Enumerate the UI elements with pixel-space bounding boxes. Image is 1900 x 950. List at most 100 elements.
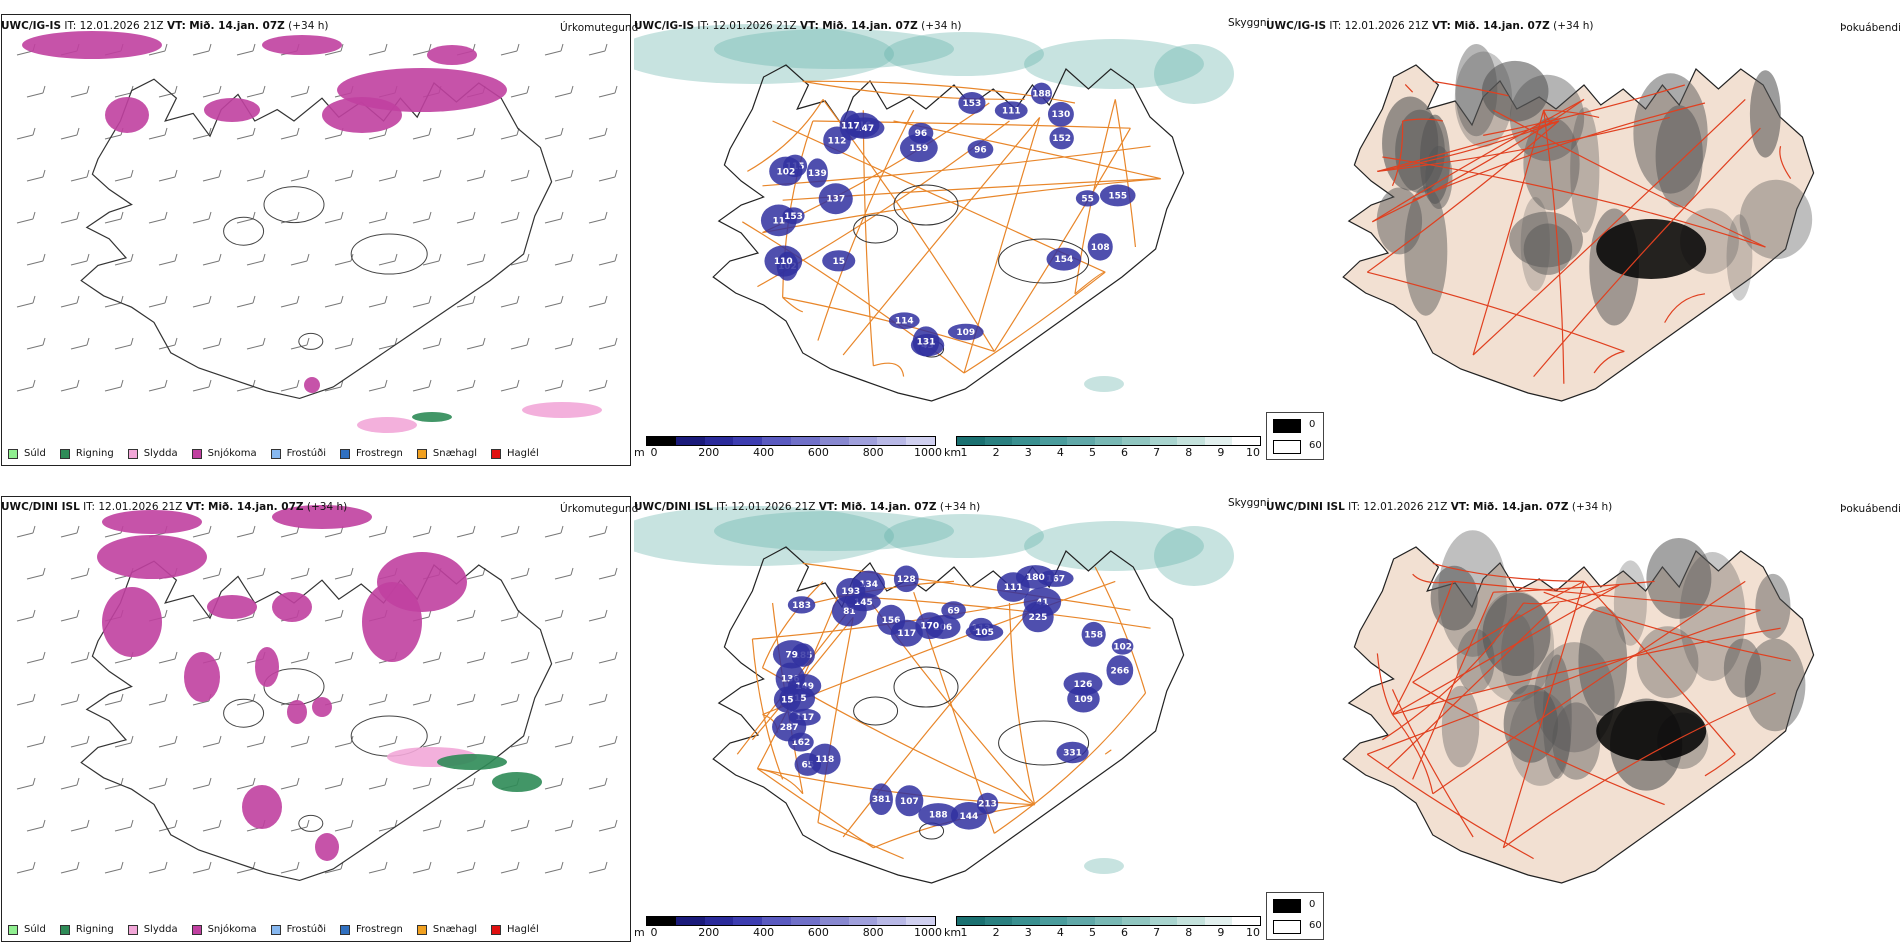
- wind-barb: [236, 295, 256, 308]
- colorbar-tick: 4: [1056, 446, 1064, 459]
- road: [842, 599, 1041, 838]
- ceiling-label: 102: [776, 167, 795, 177]
- wind-barb: [202, 735, 222, 748]
- wind-barb: [60, 379, 80, 392]
- fog-index-area: [1430, 565, 1478, 631]
- fog-index-area: [1438, 530, 1508, 657]
- wind-barb: [588, 379, 608, 392]
- wind-barb: [26, 735, 46, 748]
- legend-label: Snæhagl: [432, 448, 478, 459]
- low-ceiling-area: [769, 156, 803, 186]
- wind-barb: [588, 525, 608, 538]
- road: [751, 638, 784, 780]
- fog-index-area: [1404, 186, 1448, 316]
- legend-item: Snjókoma: [191, 924, 257, 935]
- wind-barb: [246, 337, 266, 350]
- road: [1391, 581, 1454, 715]
- wind-barb: [246, 567, 266, 580]
- colorbar-tick: 6: [1121, 926, 1129, 939]
- ceiling-label: 213: [978, 799, 997, 809]
- road: [1074, 271, 1106, 295]
- wind-barb: [554, 651, 574, 664]
- ceiling-label: 11: [773, 216, 786, 226]
- wind-barb: [114, 253, 134, 266]
- low-ceiling-area: [947, 323, 984, 341]
- glacier-outline: [263, 186, 325, 224]
- wind-barb: [148, 693, 168, 706]
- snow-area: [102, 510, 202, 534]
- legend-swatch: [59, 448, 70, 459]
- road: [1593, 350, 1625, 374]
- snow-area: [22, 31, 162, 59]
- low-visibility-area: [884, 514, 1044, 558]
- road: [1503, 692, 1776, 849]
- wind-barb: [378, 735, 398, 748]
- glacier-outline: [223, 216, 265, 246]
- road: [1367, 271, 1625, 352]
- road: [842, 117, 1041, 356]
- fog-index-area: [1552, 702, 1601, 780]
- road: [1412, 573, 1454, 584]
- ceiling-label: 55: [1081, 194, 1094, 204]
- low-visibility-area: [1084, 376, 1124, 392]
- wind-barb: [554, 169, 574, 182]
- ceiling-label: 117: [841, 122, 860, 132]
- low-ceiling-area: [772, 712, 807, 742]
- road: [802, 80, 1025, 101]
- header-precip-top: UWC/IG-IS IT: 12.01.2026 21Z VT: Mið. 14…: [1, 20, 329, 32]
- rain-area: [437, 754, 507, 770]
- snow-area: [184, 652, 220, 702]
- low-ceiling-area: [967, 140, 994, 159]
- wind-barb: [70, 567, 90, 580]
- wind-barb: [412, 211, 432, 224]
- wind-barb: [500, 525, 520, 538]
- wind-barb: [500, 693, 520, 706]
- wind-barb: [588, 127, 608, 140]
- low-ceiling-area: [1047, 101, 1074, 127]
- ceiling-label: 134: [859, 580, 878, 590]
- wind-barb: [368, 777, 388, 790]
- low-ceiling-area: [772, 640, 811, 669]
- wind-barb: [412, 127, 432, 140]
- ceiling-label: 112: [828, 136, 847, 146]
- road: [1382, 156, 1766, 248]
- wind-barb: [456, 211, 476, 224]
- low-ceiling-area: [918, 803, 959, 827]
- road: [1404, 84, 1414, 93]
- wind-barb: [202, 169, 222, 182]
- low-ceiling-area: [773, 686, 801, 713]
- road: [1502, 581, 1585, 848]
- fog-index-area: [1520, 196, 1550, 291]
- wind-barb: [16, 693, 36, 706]
- legend-label: Snjókoma: [207, 448, 257, 459]
- snow-area: [272, 592, 312, 622]
- colorbar-tick: 800: [862, 446, 884, 459]
- wind-barb: [280, 127, 300, 140]
- wind-barb: [60, 861, 80, 874]
- road: [1377, 116, 1670, 172]
- wind-barb: [60, 127, 80, 140]
- wind-barb: [114, 169, 134, 182]
- ceiling-label: 167: [1046, 574, 1065, 584]
- road: [1382, 602, 1525, 741]
- ceiling-label: 118: [816, 755, 835, 765]
- wind-barb: [290, 253, 310, 266]
- ceiling-label: 107: [900, 797, 919, 807]
- ceiling-label: 136: [781, 675, 800, 685]
- colorbar-tick: 400: [753, 446, 775, 459]
- colorbar-tick: 6: [1121, 446, 1129, 459]
- legend-item: Rigning: [59, 924, 114, 935]
- colorbar-unit: m: [634, 926, 645, 939]
- wind-barb: [378, 169, 398, 182]
- low-ceiling-area: [809, 743, 841, 775]
- ceiling-label: 331: [1063, 748, 1082, 758]
- colorbar-tick: 1000: [914, 446, 942, 459]
- road: [873, 362, 905, 377]
- snow-area: [272, 505, 372, 529]
- legend-swatch: [416, 924, 427, 935]
- wind-barb: [70, 735, 90, 748]
- snow-area: [304, 377, 320, 393]
- wind-barb: [70, 169, 90, 182]
- road: [1664, 293, 1706, 323]
- wind-barb: [412, 693, 432, 706]
